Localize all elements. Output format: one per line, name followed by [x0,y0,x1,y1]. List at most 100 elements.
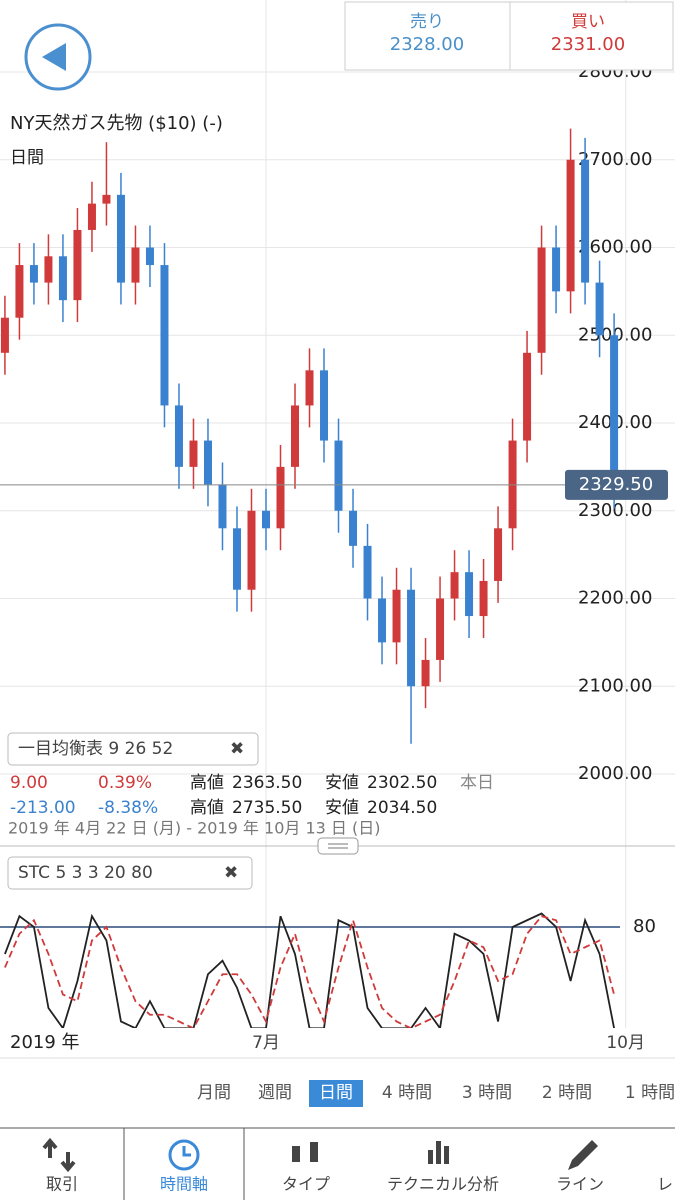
tech-icon [436,1141,441,1164]
candle-body [407,589,416,687]
candle-body [261,510,270,529]
low-label: 安値 [325,798,359,818]
range-change-pct: -8.38% [98,798,158,818]
x-tick-label: 7月 [252,1033,280,1053]
sell-price: 2328.00 [390,34,464,55]
y-tick-label: 2300.00 [578,500,652,521]
chart-subtitle: 日間 [10,148,44,168]
candle-body [378,598,387,643]
timeframe-button[interactable]: 月間 [197,1083,231,1103]
candle-body [247,510,256,590]
candle-body [436,598,445,660]
range-high: 2735.50 [232,798,302,818]
candle-body [174,405,183,467]
candle-body [58,256,67,301]
type-icon [292,1146,300,1162]
date-range: 2019 年 4月 22 日 (月) - 2019 年 10月 13 日 (日) [8,819,380,838]
tab-button[interactable]: テクニカル分析 [387,1175,499,1194]
candle-body [363,545,372,599]
candle-body [610,335,619,485]
low: 2302.50 [367,773,437,793]
candle-body [87,203,96,230]
buy-label: 買い [571,12,605,32]
current-price-box [565,469,668,500]
candle-body [15,265,24,318]
candle-body [552,247,561,292]
y-tick-label: 2200.00 [578,588,652,609]
low-label: 安値 [325,773,359,793]
candle-body [465,572,474,617]
change: 9.00 [10,773,48,793]
timeframe-button[interactable]: 日間 [319,1083,353,1103]
candle-body [145,247,154,266]
candle-body [334,440,343,511]
close-icon: ✖ [224,863,238,883]
candle-body [566,159,575,292]
candle-body [537,247,546,353]
sell-button[interactable]: 売り 2328.00 [390,12,464,55]
candle-body [392,589,401,643]
timeframe-button[interactable]: 週間 [258,1083,292,1103]
candle-body [450,572,459,599]
buy-price: 2331.00 [551,34,625,55]
candle-body [189,440,198,467]
candle-body [320,370,329,441]
period-label: 本日 [460,773,494,793]
high: 2363.50 [232,773,302,793]
timeframe-button[interactable]: 3 時間 [462,1083,512,1103]
candle-body [73,229,82,301]
stc-line [4,915,615,1028]
indicator-chip[interactable]: 一目均衡表 9 26 52 ✖ [7,732,259,766]
tab-button[interactable]: レ [657,1175,673,1194]
tech-icon [444,1146,449,1164]
candle-body [595,282,604,336]
quote-box [344,1,674,71]
stc-line [4,912,615,1028]
timeframe-button[interactable]: 1 時間 [625,1083,675,1103]
change-pct: 0.39% [98,773,152,793]
tab-button[interactable]: ライン [556,1175,604,1194]
stc-chip[interactable]: STC 5 3 3 20 80 ✖ [7,856,253,890]
clock-hands [182,1146,191,1157]
tab-button[interactable]: タイプ [282,1175,330,1194]
candle-body [160,265,169,406]
timeframe-button[interactable]: 2 時間 [542,1083,592,1103]
tab-icons [42,1137,598,1173]
candle-body [479,580,488,617]
candle-body [494,528,503,581]
indicator-label: 一目均衡表 9 26 52 [18,739,173,759]
current-price-label: 2329.50 [579,474,653,495]
candle-body [349,510,358,546]
sell-label: 売り [410,12,444,32]
candle-body [0,317,9,353]
timeframe-button[interactable]: 4 時間 [382,1083,432,1103]
type-icon [310,1142,318,1162]
resize-handle[interactable] [317,837,359,855]
candle-body [203,440,212,485]
candle-body [523,352,532,441]
candle-body [305,370,314,406]
candle-body [291,405,300,467]
stc-label: STC 5 3 3 20 80 [18,863,153,883]
tab-button[interactable]: 時間軸 [160,1175,208,1194]
x-axis-year: 2019 年 [10,1032,80,1053]
range-change: -213.00 [10,798,76,818]
candle-body [116,194,125,283]
buy-button[interactable]: 買い 2331.00 [551,12,625,55]
chart-title: NY天然ガス先物 ($10) (-) [10,113,223,134]
chip-box [7,732,259,766]
candle-body [44,256,53,283]
candle-body [218,484,227,529]
back-button[interactable] [24,23,92,91]
high-label: 高値 [190,798,224,818]
candle-body [421,659,430,687]
stc-tick-label: 80 [633,916,656,937]
trade-icon [42,1137,76,1173]
clock-icon [168,1139,200,1171]
tech-icon [428,1150,433,1164]
tab-button[interactable]: 取引 [46,1175,78,1194]
y-tick-label: 2000.00 [578,763,652,784]
candle-body [29,265,38,283]
candle-body [102,194,111,204]
